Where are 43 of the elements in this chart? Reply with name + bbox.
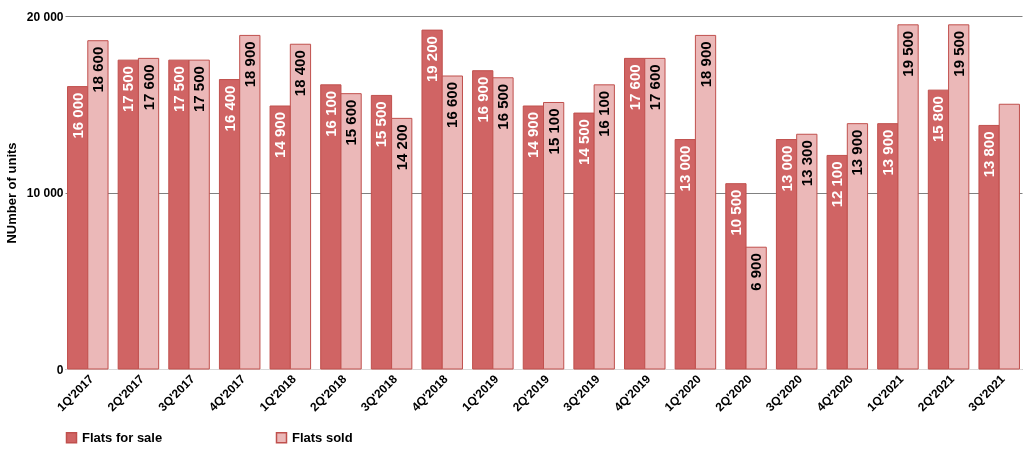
data-label: 19 500 <box>949 30 967 77</box>
data-label: 13 000 <box>676 145 694 192</box>
y-tick-label: 0 <box>56 362 64 377</box>
data-label: 15 800 <box>929 96 947 143</box>
data-label: 13 000 <box>777 145 795 192</box>
data-label: 18 600 <box>88 46 106 93</box>
data-label: 16 000 <box>68 92 86 139</box>
data-label: 16 500 <box>493 83 511 130</box>
data-label: 12 100 <box>828 161 846 208</box>
data-label: 16 600 <box>443 82 461 128</box>
data-label: 16 900 <box>473 76 491 123</box>
data-label: 13 900 <box>878 129 896 176</box>
y-tick-label: 20 000 <box>26 9 64 24</box>
data-label: 17 500 <box>190 66 208 113</box>
data-label: 13 800 <box>980 131 998 178</box>
data-label: 14 200 <box>392 124 410 171</box>
data-label: 19 200 <box>423 36 441 83</box>
y-axis-title: NUmber of units <box>3 142 19 244</box>
data-label: 16 100 <box>595 90 613 137</box>
legend-label: Flats sold <box>292 429 353 445</box>
data-label: 17 600 <box>139 64 157 111</box>
data-label: 10 500 <box>726 189 744 236</box>
data-label: 17 500 <box>169 66 187 113</box>
data-label: 6 900 <box>747 253 765 291</box>
data-label: 19 500 <box>899 30 917 77</box>
data-label: 18 900 <box>696 41 714 88</box>
data-label: 17 600 <box>645 64 663 111</box>
y-tick-label: 10 000 <box>26 186 64 200</box>
data-label: 16 400 <box>220 85 238 132</box>
data-label: 14 500 <box>575 119 593 165</box>
data-label: 17 500 <box>119 66 137 113</box>
data-label: 17 600 <box>625 64 643 111</box>
legend-label: Flats for sale <box>82 429 163 445</box>
data-label: 16 100 <box>321 90 339 137</box>
data-label: 15 100 <box>544 108 562 155</box>
data-label: 13 300 <box>797 140 815 187</box>
data-label: 18 900 <box>240 41 258 88</box>
data-label: 14 900 <box>524 112 542 158</box>
data-label: 15 600 <box>342 99 360 146</box>
data-label: 14 900 <box>271 112 289 158</box>
data-label: 15 500 <box>372 101 390 148</box>
data-label: 18 400 <box>291 50 309 97</box>
data-label: 13 900 <box>848 129 866 176</box>
